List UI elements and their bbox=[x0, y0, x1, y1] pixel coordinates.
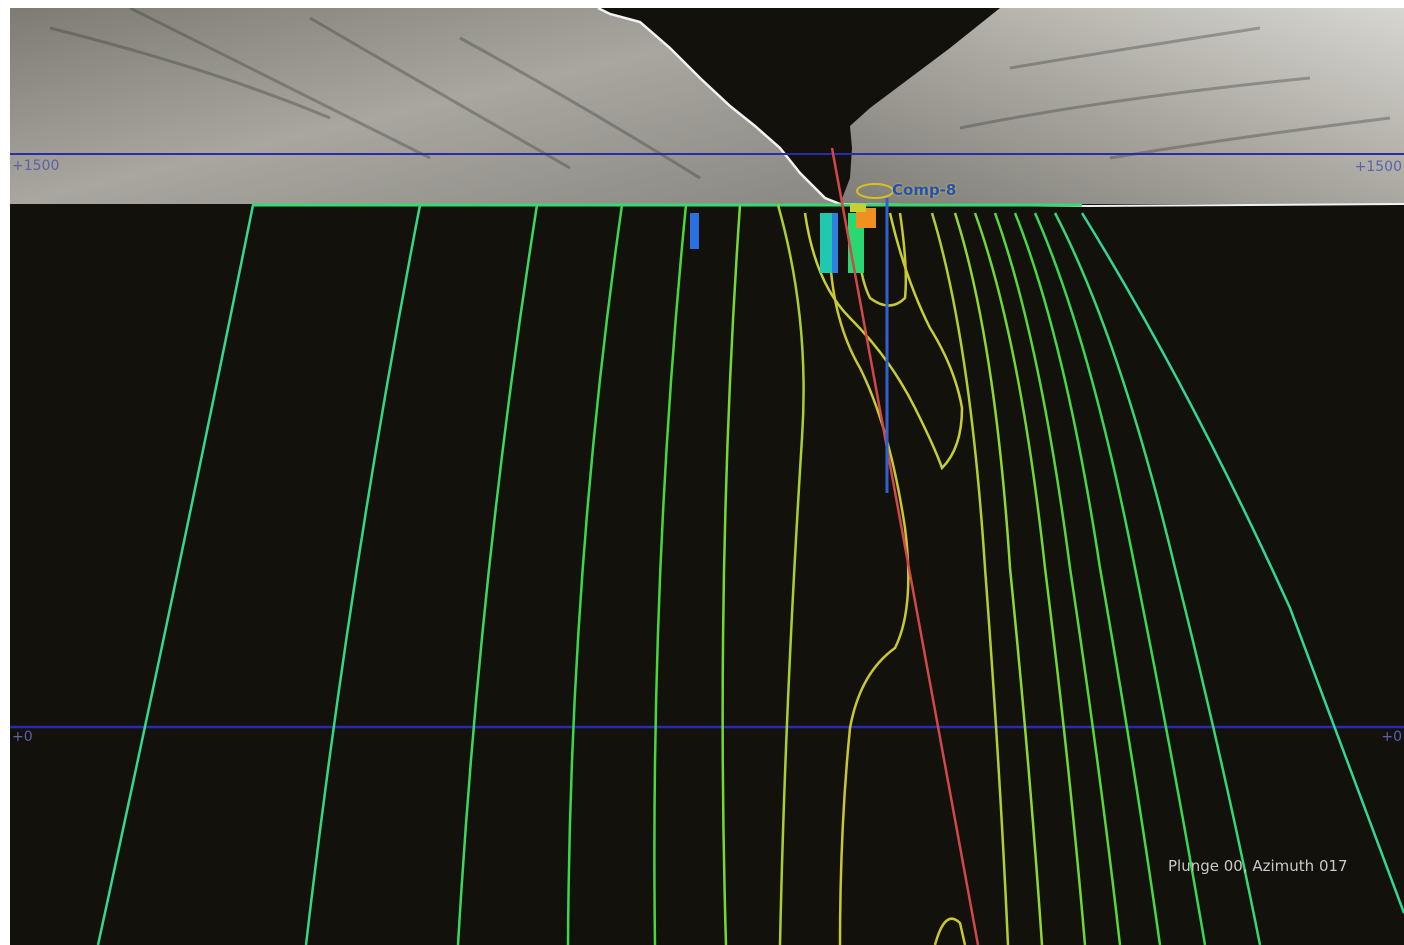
terrain-right-slope bbox=[840, 8, 1404, 204]
contour-line bbox=[973, 212, 1087, 945]
interval-block bbox=[690, 213, 699, 249]
terrain-ridge-line bbox=[597, 8, 841, 206]
interval-block bbox=[856, 208, 876, 228]
drillhole-label[interactable]: Comp-8 bbox=[892, 181, 957, 199]
elevation-label-0-left: +0 bbox=[12, 729, 33, 745]
contour-line bbox=[1053, 212, 1262, 945]
contour-line bbox=[653, 204, 688, 945]
interval-block bbox=[820, 213, 832, 273]
resistivity-contours bbox=[96, 204, 1404, 945]
contour-line bbox=[304, 204, 422, 945]
terrain-left-slope bbox=[10, 8, 840, 204]
contour-line bbox=[96, 204, 255, 945]
interval-block bbox=[850, 204, 866, 212]
collar-marker bbox=[856, 183, 894, 199]
view-orientation-text: Plunge 00, Azimuth 017 bbox=[1168, 857, 1348, 875]
3d-viewport[interactable]: +1500 +1500 +0 +0 Comp-8 Plunge 00, Azim… bbox=[10, 8, 1404, 945]
contour-line bbox=[933, 917, 967, 945]
terrain-shading bbox=[49, 8, 1391, 180]
contour-line bbox=[776, 204, 805, 945]
elevation-label-0-right: +0 bbox=[1381, 729, 1402, 745]
contour-line bbox=[456, 204, 539, 945]
interval-block bbox=[832, 213, 838, 273]
elevation-label-1500-left: +1500 bbox=[12, 158, 60, 174]
contour-line bbox=[993, 212, 1122, 945]
contour-line bbox=[803, 212, 964, 471]
contour-line bbox=[1033, 212, 1207, 945]
contour-line bbox=[1080, 212, 1404, 914]
drill-trace-red bbox=[830, 147, 980, 945]
drillhole-intervals bbox=[690, 183, 894, 273]
contour-line bbox=[721, 204, 742, 945]
section-view[interactable] bbox=[10, 8, 1404, 945]
elevation-label-1500-right: +1500 bbox=[1354, 159, 1402, 175]
contour-line bbox=[953, 212, 1044, 945]
contour-line bbox=[1013, 212, 1162, 945]
contour-line bbox=[566, 204, 624, 945]
contour-line bbox=[828, 212, 910, 945]
contour-line bbox=[930, 212, 1010, 945]
terrain-surface bbox=[10, 8, 1404, 208]
